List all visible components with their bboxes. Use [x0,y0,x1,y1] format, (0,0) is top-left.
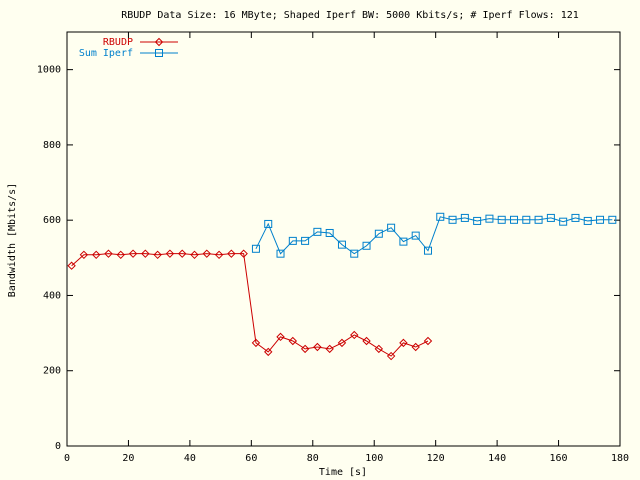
point [337,240,346,249]
point [178,249,187,258]
point [288,336,298,346]
chart-title: RBUDP Data Size: 16 MByte; Shaped Iperf … [121,10,579,21]
point [165,249,175,258]
series-line [255,216,613,255]
y-tick-label: 400 [43,290,61,301]
x-tick-label: 80 [307,453,319,464]
point [399,237,408,246]
point [141,249,150,258]
point [251,244,260,253]
plot-border [66,31,621,447]
point [559,217,568,226]
y-tick-label: 200 [43,366,61,377]
point [288,236,297,245]
point [153,250,162,260]
point [596,215,605,224]
point [264,347,273,357]
point [485,214,494,223]
point [202,249,211,258]
x-tick-label: 160 [550,453,568,464]
point [571,213,580,222]
point [276,332,285,342]
point [448,215,457,224]
point [534,215,543,224]
point [546,213,555,222]
point [411,231,420,240]
point [423,336,433,346]
point [583,216,592,225]
y-tick-label: 600 [43,215,61,226]
point [497,215,506,224]
point [67,261,76,270]
legend-marker [155,49,163,57]
y-tick-label: 1000 [37,65,61,76]
point [411,342,420,352]
point [214,250,224,260]
point [374,229,383,238]
point [251,338,261,348]
point [104,249,113,258]
legend-label: RBUDP [103,37,133,48]
x-tick-label: 100 [365,453,383,464]
point [79,250,89,260]
x-axis-label: Time [s] [319,467,367,478]
y-axis-label: Bandwidth [Mbits/s] [7,183,18,297]
x-tick-label: 180 [611,453,629,464]
legend-marker [154,37,164,47]
point [313,342,322,352]
legend-label: Sum Iperf [79,48,133,59]
point [128,249,138,258]
point [325,344,334,354]
point [301,236,310,245]
point [264,219,273,228]
point [386,351,396,361]
x-tick-label: 60 [245,453,257,464]
point [190,250,199,260]
x-tick-label: 140 [488,453,506,464]
point [608,215,617,224]
x-tick-label: 120 [427,453,445,464]
point [362,241,371,250]
point [227,249,236,258]
point [423,246,432,255]
point [399,338,408,348]
point [313,227,322,236]
y-tick-label: 0 [55,441,61,452]
point [510,215,519,224]
point [300,344,310,354]
point [460,213,469,222]
point [473,216,482,225]
point [374,344,384,354]
point [362,336,371,346]
point [350,330,359,340]
x-tick-label: 40 [184,453,196,464]
x-tick-label: 0 [64,453,70,464]
point [325,228,334,237]
x-tick-label: 20 [122,453,134,464]
point [436,212,445,221]
point [276,249,285,258]
point [350,249,359,258]
point [91,250,101,260]
y-tick-label: 800 [43,140,61,151]
point [116,250,125,260]
point [239,249,248,258]
point [337,338,347,348]
point [522,215,531,224]
point [387,223,396,232]
